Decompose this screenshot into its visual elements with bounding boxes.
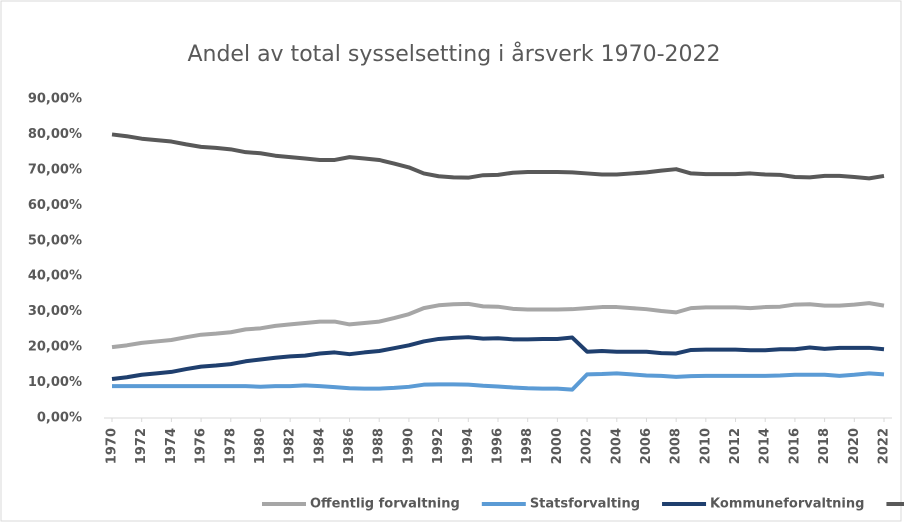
x-tick-label: 1976	[194, 428, 209, 464]
x-tick-label: 1980	[253, 428, 268, 464]
y-tick-label: 90,00%	[28, 92, 82, 107]
legend-label: Kommuneforvaltning	[710, 497, 864, 512]
x-tick-label: 1994	[461, 428, 476, 464]
series-line	[111, 301, 885, 350]
x-tick-label: 2006	[639, 428, 654, 464]
x-tick-label: 1998	[520, 428, 535, 464]
x-tick-label: 1996	[491, 428, 506, 464]
x-tick-label: 2018	[817, 428, 832, 464]
y-tick-label: 30,00%	[28, 304, 82, 319]
x-tick-label: 2010	[698, 428, 713, 464]
y-tick-label: 80,00%	[28, 127, 82, 142]
y-tick-label: 40,00%	[28, 269, 82, 284]
series-line	[111, 335, 885, 381]
legend-label: Statsforvalting	[530, 497, 640, 512]
y-tick-label: 60,00%	[28, 198, 82, 213]
x-tick-label: 1978	[223, 428, 238, 464]
x-tick-label: 2016	[787, 428, 802, 464]
x-tick-label: 1972	[134, 428, 149, 464]
x-tick-label: 2004	[609, 428, 624, 464]
x-tick-label: 2014	[758, 428, 773, 464]
x-tick-label: 1986	[342, 428, 357, 464]
series-line	[112, 371, 885, 392]
x-tick-label: 1984	[312, 428, 327, 464]
y-tick-label: 0,00%	[37, 411, 82, 426]
x-tick-label: 2020	[847, 428, 862, 464]
x-tick-label: 2000	[550, 428, 565, 464]
y-tick-label: 10,00%	[28, 375, 82, 390]
x-tick-label: 1992	[431, 428, 446, 464]
x-tick-label: 1988	[372, 428, 387, 464]
x-tick-label: 2008	[669, 428, 684, 464]
y-tick-label: 70,00%	[28, 162, 82, 177]
x-tick-label: 2002	[580, 428, 595, 464]
x-tick-label: 2022	[877, 428, 892, 464]
y-tick-label: 50,00%	[28, 233, 82, 248]
chart-title: Andel av total sysselsetting i årsverk 1…	[187, 41, 720, 67]
legend-label: Offentlig forvaltning	[310, 497, 460, 512]
x-tick-label: 1982	[283, 428, 298, 464]
x-tick-label: 2012	[728, 428, 743, 464]
x-tick-label: 1970	[105, 428, 120, 464]
x-tick-label: 1974	[164, 428, 179, 464]
y-tick-label: 20,00%	[28, 340, 82, 355]
x-tick-label: 1990	[401, 428, 416, 464]
series-line	[111, 132, 885, 181]
